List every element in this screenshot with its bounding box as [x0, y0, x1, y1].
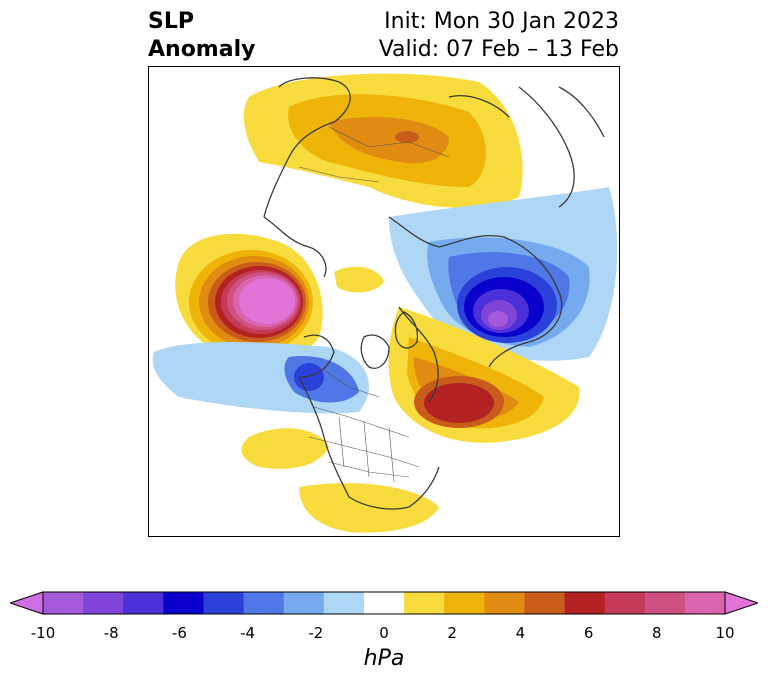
colorbar-unit: hPa: [363, 646, 405, 671]
pacific-positive-anomaly: [175, 233, 323, 361]
colorbar-cell: [123, 592, 164, 614]
colorbar-high-extension: [724, 591, 758, 615]
colorbar-cell: [163, 592, 204, 614]
colorbar-tick-label: 10: [715, 624, 735, 642]
colorbar-cell: [484, 592, 525, 614]
colorbar: [10, 591, 758, 615]
colorbar-tick-label: -10: [30, 624, 56, 642]
map-panel: [148, 66, 620, 537]
title-line-2: Anomaly: [148, 37, 256, 62]
atlantic-positive-anomaly: [388, 307, 580, 443]
colorbar-cell: [83, 592, 124, 614]
colorbar-cell: [283, 592, 325, 614]
colorbar-cell: [604, 592, 646, 614]
colorbar-cell: [243, 592, 285, 614]
colorbar-tick-label: -8: [103, 624, 119, 642]
colorbar-tick-label: 8: [652, 624, 662, 642]
colorbar-tick-label: -6: [171, 624, 187, 642]
colorbar-cell: [524, 592, 566, 614]
colorbar-cell: [404, 592, 445, 614]
colorbar-cell: [203, 592, 245, 614]
eurasia-positive-anomaly: [243, 73, 523, 208]
colorbar-tick-label: 4: [515, 624, 526, 642]
anomaly-map: [152, 73, 618, 533]
title-line-1: SLP: [148, 9, 194, 34]
colorbar-cell: [564, 592, 606, 614]
colorbar-low-extension: [10, 591, 44, 615]
colorbar-tick-label: -4: [240, 624, 256, 642]
colorbar-cell: [43, 592, 84, 614]
colorbar-cell: [323, 592, 365, 614]
title-left: SLP Anomaly: [148, 8, 255, 64]
colorbar-cell: [644, 592, 686, 614]
valid-range: Valid: 07 Feb – 13 Feb: [378, 37, 619, 62]
colorbar-cell: [444, 592, 485, 614]
siberia-negative-anomaly: [389, 187, 618, 361]
colorbar-tick-label: 0: [379, 624, 389, 642]
title-right: Init: Mon 30 Jan 2023 Valid: 07 Feb – 13…: [379, 8, 619, 64]
init-date: Init: Mon 30 Jan 2023: [384, 9, 619, 34]
political-borders: [298, 126, 450, 483]
arctic-positive-anomaly: [334, 266, 384, 293]
coastlines: [263, 77, 605, 510]
colorbar-tick-label: 2: [447, 624, 457, 642]
southeast-us-positive-anomaly: [299, 483, 439, 533]
colorbar-cell: [684, 592, 726, 614]
northwest-america-negative-anomaly: [152, 342, 369, 414]
us-positive-anomaly: [241, 428, 329, 469]
colorbar-tick-label: -2: [308, 624, 324, 642]
colorbar-tick-label: 6: [583, 624, 594, 642]
colorbar-cell: [363, 592, 405, 614]
